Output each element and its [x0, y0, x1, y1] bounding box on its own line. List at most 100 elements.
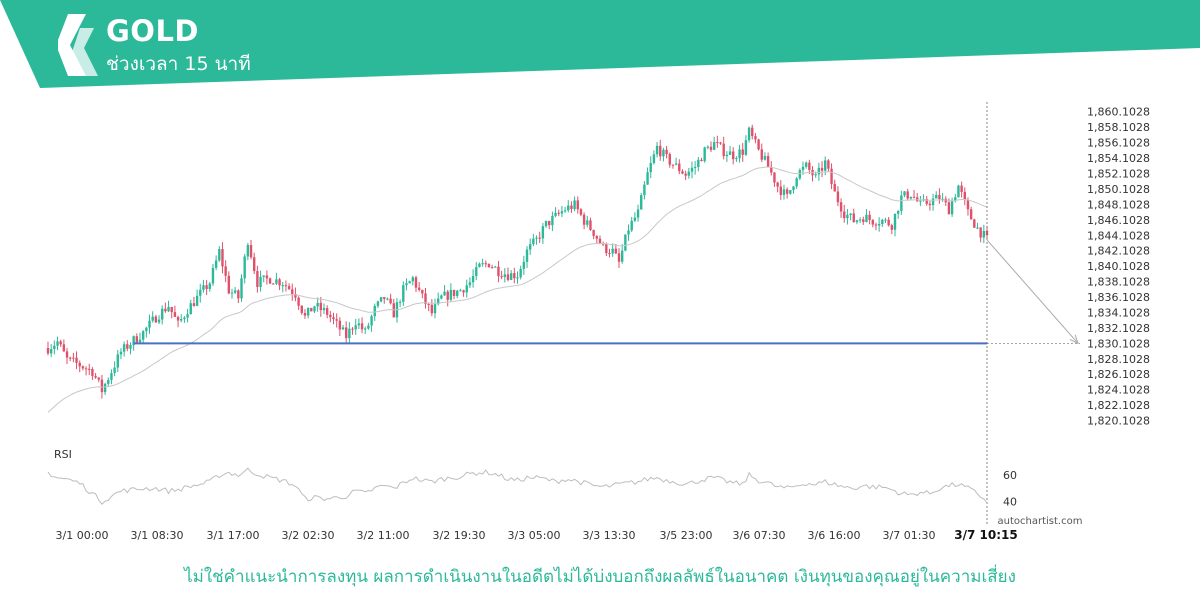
candle-body	[88, 368, 91, 370]
candle-body	[887, 219, 890, 226]
candle-body	[697, 159, 700, 167]
candle-body	[103, 383, 107, 393]
candle-body	[865, 214, 868, 223]
candle-body	[421, 289, 424, 294]
time-tick-label: 3/2 19:30	[433, 529, 486, 542]
candle-body	[97, 377, 100, 380]
candle-body	[316, 302, 319, 307]
candle-body	[319, 302, 323, 311]
candle-body	[728, 151, 732, 155]
current-time-label: 3/7 10:15	[954, 528, 1017, 542]
candle-body	[824, 160, 827, 171]
price-tick-label: 1,856.1028	[1087, 137, 1150, 150]
price-axis: 1,860.1028 1,858.1028 1,856.1028 1,854.1028…	[1087, 106, 1150, 428]
candle-body	[690, 167, 694, 172]
candle-body	[925, 199, 928, 204]
candle-body	[494, 266, 497, 268]
candle-body	[560, 211, 564, 214]
candle-body	[154, 316, 158, 323]
candle-body	[456, 290, 459, 296]
rsi-tick-label: 60	[1003, 469, 1017, 482]
candle-body	[240, 278, 243, 299]
candle-body	[906, 191, 909, 199]
candle-body	[449, 289, 453, 300]
candle-body	[919, 200, 922, 202]
candle-body	[313, 306, 316, 312]
candle-body	[424, 293, 427, 304]
candle-body	[278, 279, 281, 286]
candle-body	[411, 277, 415, 282]
candle-body	[614, 248, 618, 254]
candle-body	[681, 171, 684, 174]
candle-body	[954, 197, 957, 202]
candles-layer	[46, 124, 989, 399]
candle-body	[820, 167, 824, 171]
candle-body	[167, 306, 170, 312]
candle-body	[548, 220, 551, 226]
candle-body	[830, 168, 833, 184]
candle-body	[557, 212, 560, 214]
candle-body	[935, 194, 938, 199]
candle-body	[414, 277, 418, 288]
candle-body	[567, 205, 570, 211]
candle-body	[700, 159, 703, 162]
candle-body	[798, 170, 802, 179]
candle-body	[221, 249, 224, 267]
candle-body	[595, 235, 599, 239]
candle-body	[868, 214, 871, 220]
candle-body	[725, 154, 729, 157]
candle-body	[107, 379, 110, 384]
candle-body	[233, 290, 237, 293]
rsi-panel: 60 40	[47, 467, 1017, 508]
candle-body	[877, 224, 881, 226]
candle-body	[792, 186, 795, 191]
candle-body	[300, 305, 303, 313]
candle-body	[329, 314, 332, 318]
candle-body	[744, 140, 748, 155]
candle-body	[751, 127, 754, 137]
candle-body	[519, 268, 522, 278]
candle-body	[490, 267, 494, 269]
candle-body	[443, 291, 446, 296]
candle-body	[259, 276, 262, 287]
candle-body	[643, 184, 646, 196]
candle-body	[817, 167, 821, 175]
candle-body	[452, 289, 456, 296]
candle-body	[360, 323, 364, 330]
candle-body	[462, 290, 465, 293]
candle-body	[931, 198, 935, 206]
candle-body	[376, 301, 380, 306]
candle-body	[322, 308, 326, 311]
candle-body	[528, 244, 532, 250]
candle-body	[760, 149, 763, 160]
candle-body	[386, 298, 389, 300]
candle-body	[402, 285, 405, 302]
candle-body	[668, 154, 671, 165]
candle-body	[652, 154, 656, 164]
candle-body	[487, 263, 491, 268]
candle-body	[655, 145, 659, 155]
candle-body	[332, 317, 335, 320]
candle-body	[890, 225, 894, 230]
rsi-label: RSI	[54, 448, 72, 461]
candle-body	[148, 320, 151, 328]
candle-body	[59, 341, 62, 345]
candle-body	[69, 357, 72, 359]
candle-body	[75, 357, 78, 363]
candle-body	[354, 325, 357, 330]
candle-body	[157, 319, 161, 323]
candle-body	[944, 198, 947, 203]
candle-body	[766, 156, 770, 167]
price-tick-label: 1,820.1028	[1087, 415, 1150, 428]
candle-body	[741, 149, 744, 155]
candle-body	[900, 195, 903, 211]
price-tick-label: 1,828.1028	[1087, 353, 1150, 366]
price-tick-label: 1,834.1028	[1087, 306, 1150, 319]
candle-body	[963, 191, 966, 201]
candle-body	[716, 142, 719, 144]
candle-body	[852, 213, 855, 223]
candle-body	[938, 194, 941, 200]
candle-body	[782, 189, 786, 195]
candle-body	[617, 253, 621, 262]
candle-body	[303, 312, 307, 316]
